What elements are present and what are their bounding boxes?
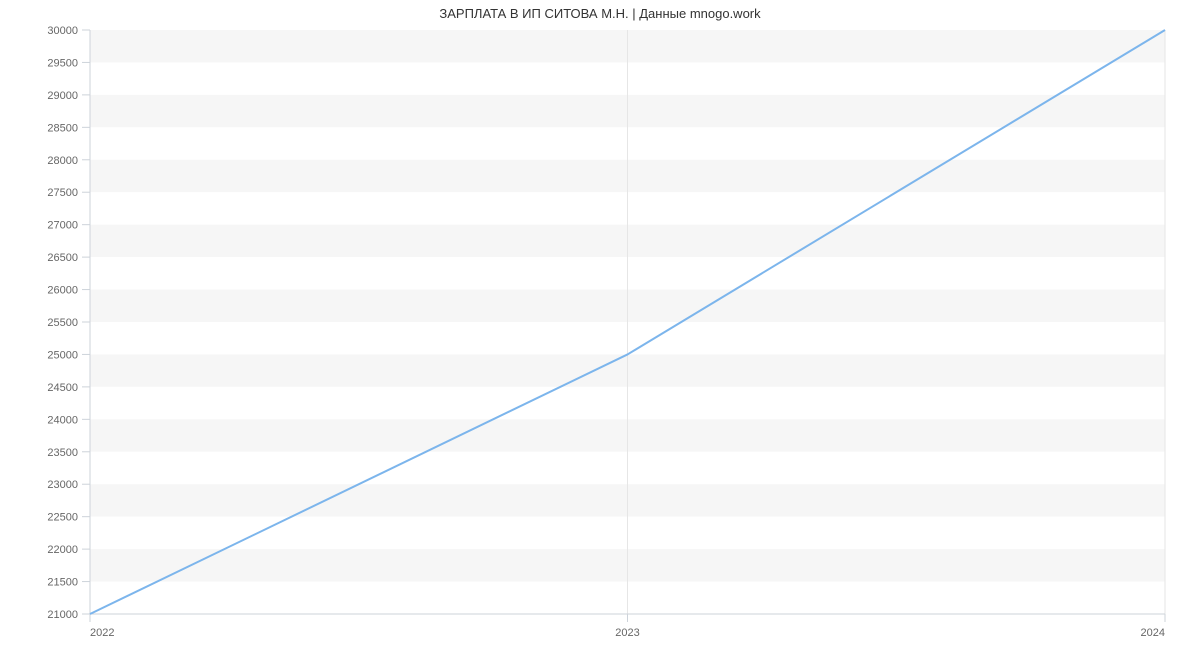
y-tick-label: 25500 [47, 317, 78, 329]
y-tick-label: 27000 [47, 220, 78, 232]
y-tick-label: 28500 [47, 122, 78, 134]
y-tick-label: 24500 [47, 382, 78, 394]
chart-container: ЗАРПЛАТА В ИП СИТОВА М.Н. | Данные mnogo… [0, 0, 1200, 650]
y-tick-label: 22000 [47, 544, 78, 556]
y-tick-label: 26000 [47, 285, 78, 297]
y-tick-label: 24000 [47, 414, 78, 426]
y-tick-label: 25000 [47, 349, 78, 361]
y-tick-label: 21500 [47, 577, 78, 589]
y-tick-label: 23500 [47, 447, 78, 459]
x-tick-label: 2022 [90, 627, 114, 639]
x-tick-label: 2023 [615, 627, 639, 639]
y-tick-label: 21000 [47, 609, 78, 621]
y-tick-label: 22500 [47, 512, 78, 524]
y-tick-label: 30000 [47, 25, 78, 37]
y-tick-label: 23000 [47, 479, 78, 491]
y-tick-label: 28000 [47, 155, 78, 167]
x-tick-label: 2024 [1141, 627, 1165, 639]
y-tick-label: 29500 [47, 57, 78, 69]
y-tick-label: 29000 [47, 90, 78, 102]
chart-svg: 21000 21500 22000 22500 23000 23500 24000 24500… [0, 0, 1200, 650]
y-tick-label: 26500 [47, 252, 78, 264]
y-tick-label: 27500 [47, 187, 78, 199]
